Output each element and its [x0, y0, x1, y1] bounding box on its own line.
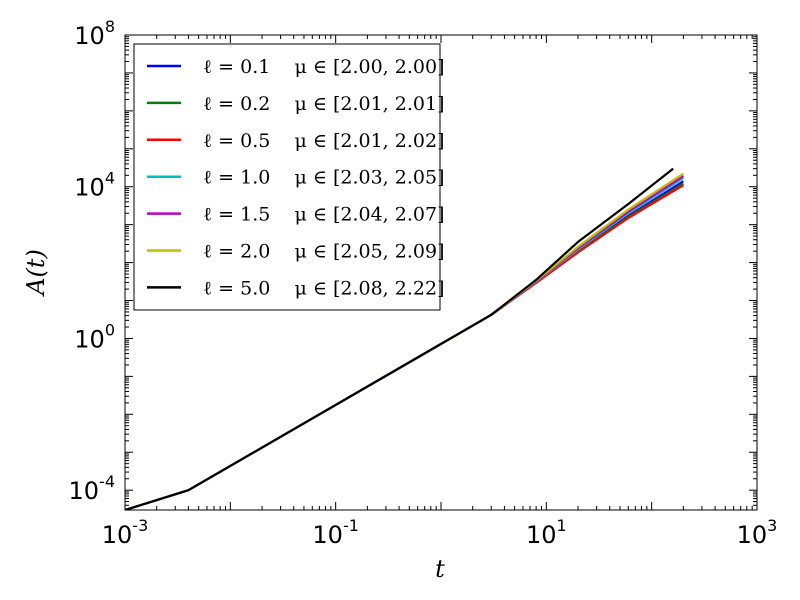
- x-tick-label-0: 10-3: [102, 516, 149, 549]
- x-tick-label-3: 103: [737, 516, 778, 549]
- legend-label-1: ℓ = 0.2 μ ∈ [2.01, 2.01]: [203, 93, 444, 115]
- y-tick-label-2: 104: [74, 169, 115, 202]
- tick-layer: 10-3 10-1 101 103 10-4 100 104 108: [69, 17, 778, 549]
- legend: ℓ = 0.1 μ ∈ [2.00, 2.00] ℓ = 0.2 μ ∈ [2.0…: [133, 43, 444, 311]
- legend-label-4: ℓ = 1.5 μ ∈ [2.04, 2.07]: [203, 204, 444, 226]
- legend-label-5: ℓ = 2.0 μ ∈ [2.05, 2.09]: [203, 241, 444, 263]
- series-layer: [125, 167, 685, 510]
- y-tick-label-3: 108: [74, 17, 115, 50]
- legend-label-0: ℓ = 0.1 μ ∈ [2.00, 2.00]: [203, 56, 444, 78]
- legend-box: [133, 43, 441, 311]
- x-axis-label: t: [435, 555, 445, 583]
- y-tick-label-0: 10-4: [69, 472, 116, 505]
- series-line-6: [125, 167, 674, 510]
- x-tick-label-1: 10-1: [312, 516, 359, 549]
- legend-items: ℓ = 0.1 μ ∈ [2.00, 2.00] ℓ = 0.2 μ ∈ [2.0…: [147, 56, 444, 299]
- x-tick-label-2: 101: [526, 516, 567, 549]
- y-tick-label-1: 100: [74, 320, 115, 353]
- legend-label-3: ℓ = 1.0 μ ∈ [2.03, 2.05]: [203, 167, 444, 189]
- y-axis-label: A(t): [22, 249, 50, 297]
- legend-label-2: ℓ = 0.5 μ ∈ [2.01, 2.02]: [203, 130, 444, 152]
- legend-label-6: ℓ = 5.0 μ ∈ [2.08, 2.22]: [203, 277, 444, 299]
